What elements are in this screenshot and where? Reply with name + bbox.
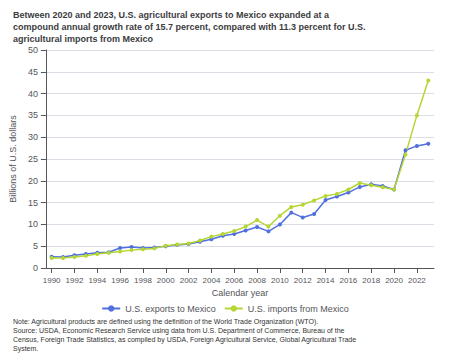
svg-text:25: 25 [28, 154, 38, 164]
svg-text:2022: 2022 [408, 276, 426, 285]
svg-text:Calendar year: Calendar year [212, 288, 269, 298]
svg-text:5: 5 [33, 241, 38, 251]
svg-text:10: 10 [28, 219, 38, 229]
svg-text:2012: 2012 [294, 276, 312, 285]
svg-text:2018: 2018 [362, 276, 380, 285]
svg-text:Census, Foreign Trade Statisti: Census, Foreign Trade Statistics, as com… [13, 336, 356, 344]
svg-text:45: 45 [28, 67, 38, 77]
svg-text:compound annual growth rate of: compound annual growth rate of 15.7 perc… [13, 22, 366, 32]
svg-text:Note: Agricultural products ar: Note: Agricultural products are defined … [13, 318, 318, 326]
svg-text:Billions of U.S. dollars: Billions of U.S. dollars [8, 115, 18, 203]
svg-text:2010: 2010 [271, 276, 289, 285]
svg-text:2016: 2016 [339, 276, 357, 285]
svg-text:40: 40 [28, 89, 38, 99]
svg-text:2004: 2004 [203, 276, 221, 285]
svg-text:35: 35 [28, 110, 38, 120]
svg-text:15: 15 [28, 198, 38, 208]
svg-text:50: 50 [28, 45, 38, 55]
svg-text:1994: 1994 [88, 276, 106, 285]
svg-text:20: 20 [28, 176, 38, 186]
svg-text:2020: 2020 [385, 276, 403, 285]
svg-text:2006: 2006 [225, 276, 243, 285]
svg-text:1992: 1992 [66, 276, 84, 285]
svg-text:30: 30 [28, 132, 38, 142]
svg-text:U.S. exports to Mexico: U.S. exports to Mexico [125, 304, 216, 314]
svg-text:U.S. imports from Mexico: U.S. imports from Mexico [248, 304, 349, 314]
svg-text:2008: 2008 [248, 276, 266, 285]
svg-text:2014: 2014 [317, 276, 335, 285]
svg-text:Source: USDA, Economic Researc: Source: USDA, Economic Research Service … [13, 327, 345, 335]
svg-text:1998: 1998 [134, 276, 152, 285]
svg-text:System.: System. [13, 345, 38, 353]
svg-text:1996: 1996 [111, 276, 129, 285]
svg-text:0: 0 [33, 263, 38, 273]
svg-text:agricultural imports from Mexi: agricultural imports from Mexico [13, 34, 154, 44]
svg-text:2002: 2002 [180, 276, 198, 285]
svg-text:2000: 2000 [157, 276, 175, 285]
svg-text:1990: 1990 [43, 276, 61, 285]
svg-text:Between 2020 and 2023, U.S. ag: Between 2020 and 2023, U.S. agricultural… [13, 10, 330, 20]
